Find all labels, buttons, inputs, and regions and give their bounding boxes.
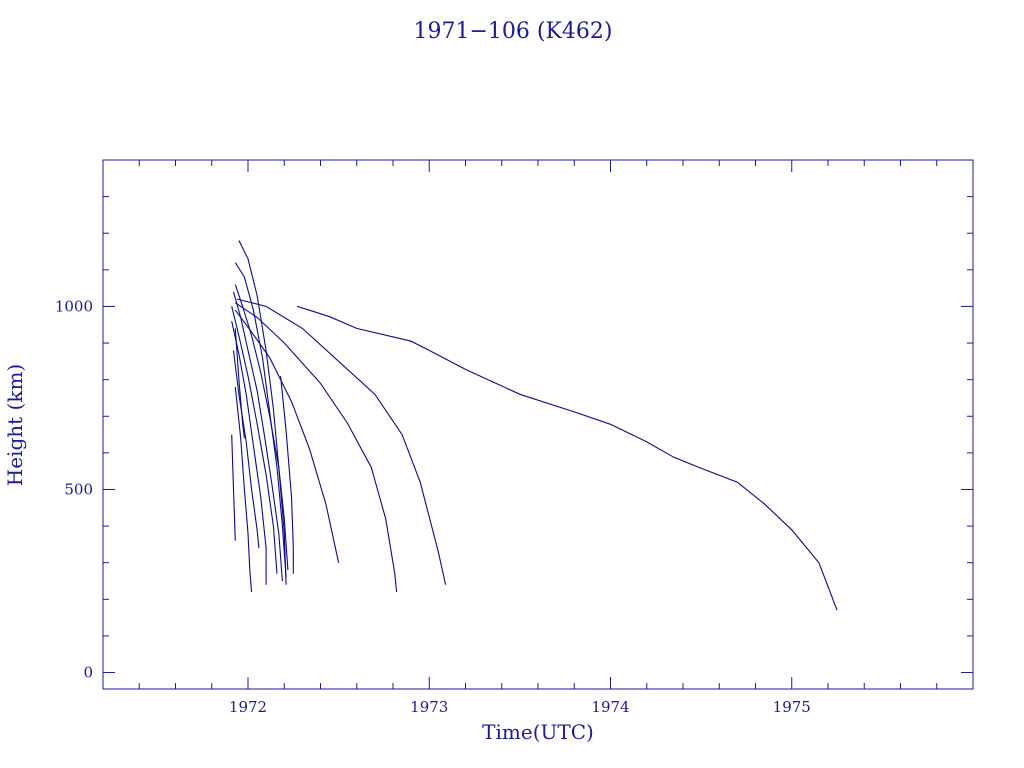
plot-frame [102,159,974,690]
series-line-6 [234,262,287,578]
series-line-7 [234,284,289,571]
series-line-5 [238,240,287,585]
series-line-3 [234,302,398,593]
y-axis-label: Height (km) [3,364,27,486]
y-tick-label: 0 [83,664,93,682]
y-tick-label: 1000 [55,297,93,315]
series-lines [231,240,838,611]
x-tick-label: 1973 [410,698,448,716]
series-line-11 [232,350,260,549]
series-line-9 [231,306,278,574]
series-line-14 [231,434,236,541]
series-line-8 [232,291,283,582]
series-line-2 [236,298,447,585]
series-line-15 [280,375,294,574]
chart-title: 1971−106 (K462) [414,19,613,44]
series-line-1 [296,305,838,611]
tick-labels: 1972 1973 1974 1975 0 500 1000 [55,297,811,716]
y-tick-label: 500 [64,480,93,498]
x-tick-label: 1972 [229,698,267,716]
series-line-13 [234,328,245,439]
x-tick-label: 1975 [773,698,811,716]
axis-ticks [102,159,973,689]
x-tick-label: 1974 [591,698,629,716]
series-line-10 [231,320,267,585]
series-line-12 [234,386,253,593]
x-axis-label: Time(UTC) [482,720,594,744]
series-line-4 [234,309,340,563]
